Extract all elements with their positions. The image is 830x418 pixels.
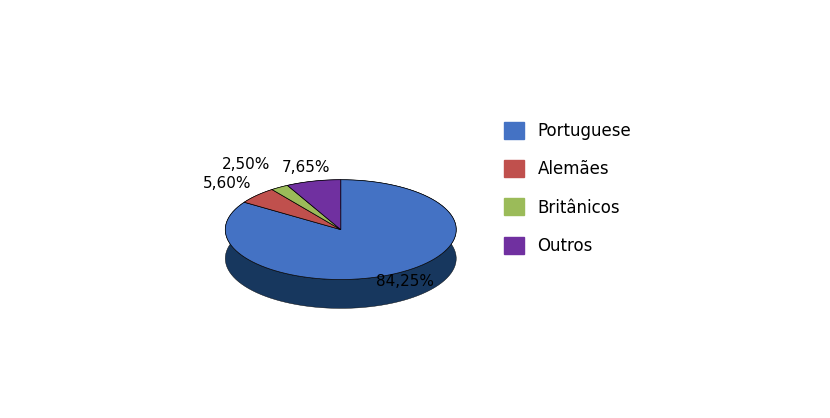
Text: 7,65%: 7,65% bbox=[281, 160, 330, 175]
Polygon shape bbox=[272, 185, 287, 218]
Text: 2,50%: 2,50% bbox=[222, 157, 270, 171]
Text: 84,25%: 84,25% bbox=[377, 274, 434, 289]
Polygon shape bbox=[225, 180, 456, 280]
Polygon shape bbox=[225, 180, 456, 308]
Polygon shape bbox=[272, 185, 341, 229]
Legend: Portuguese, Alemães, Britânicos, Outros: Portuguese, Alemães, Britânicos, Outros bbox=[497, 115, 638, 261]
Polygon shape bbox=[287, 180, 341, 229]
Polygon shape bbox=[244, 189, 272, 231]
Text: 5,60%: 5,60% bbox=[203, 176, 251, 191]
Polygon shape bbox=[287, 180, 341, 214]
Polygon shape bbox=[244, 189, 341, 229]
